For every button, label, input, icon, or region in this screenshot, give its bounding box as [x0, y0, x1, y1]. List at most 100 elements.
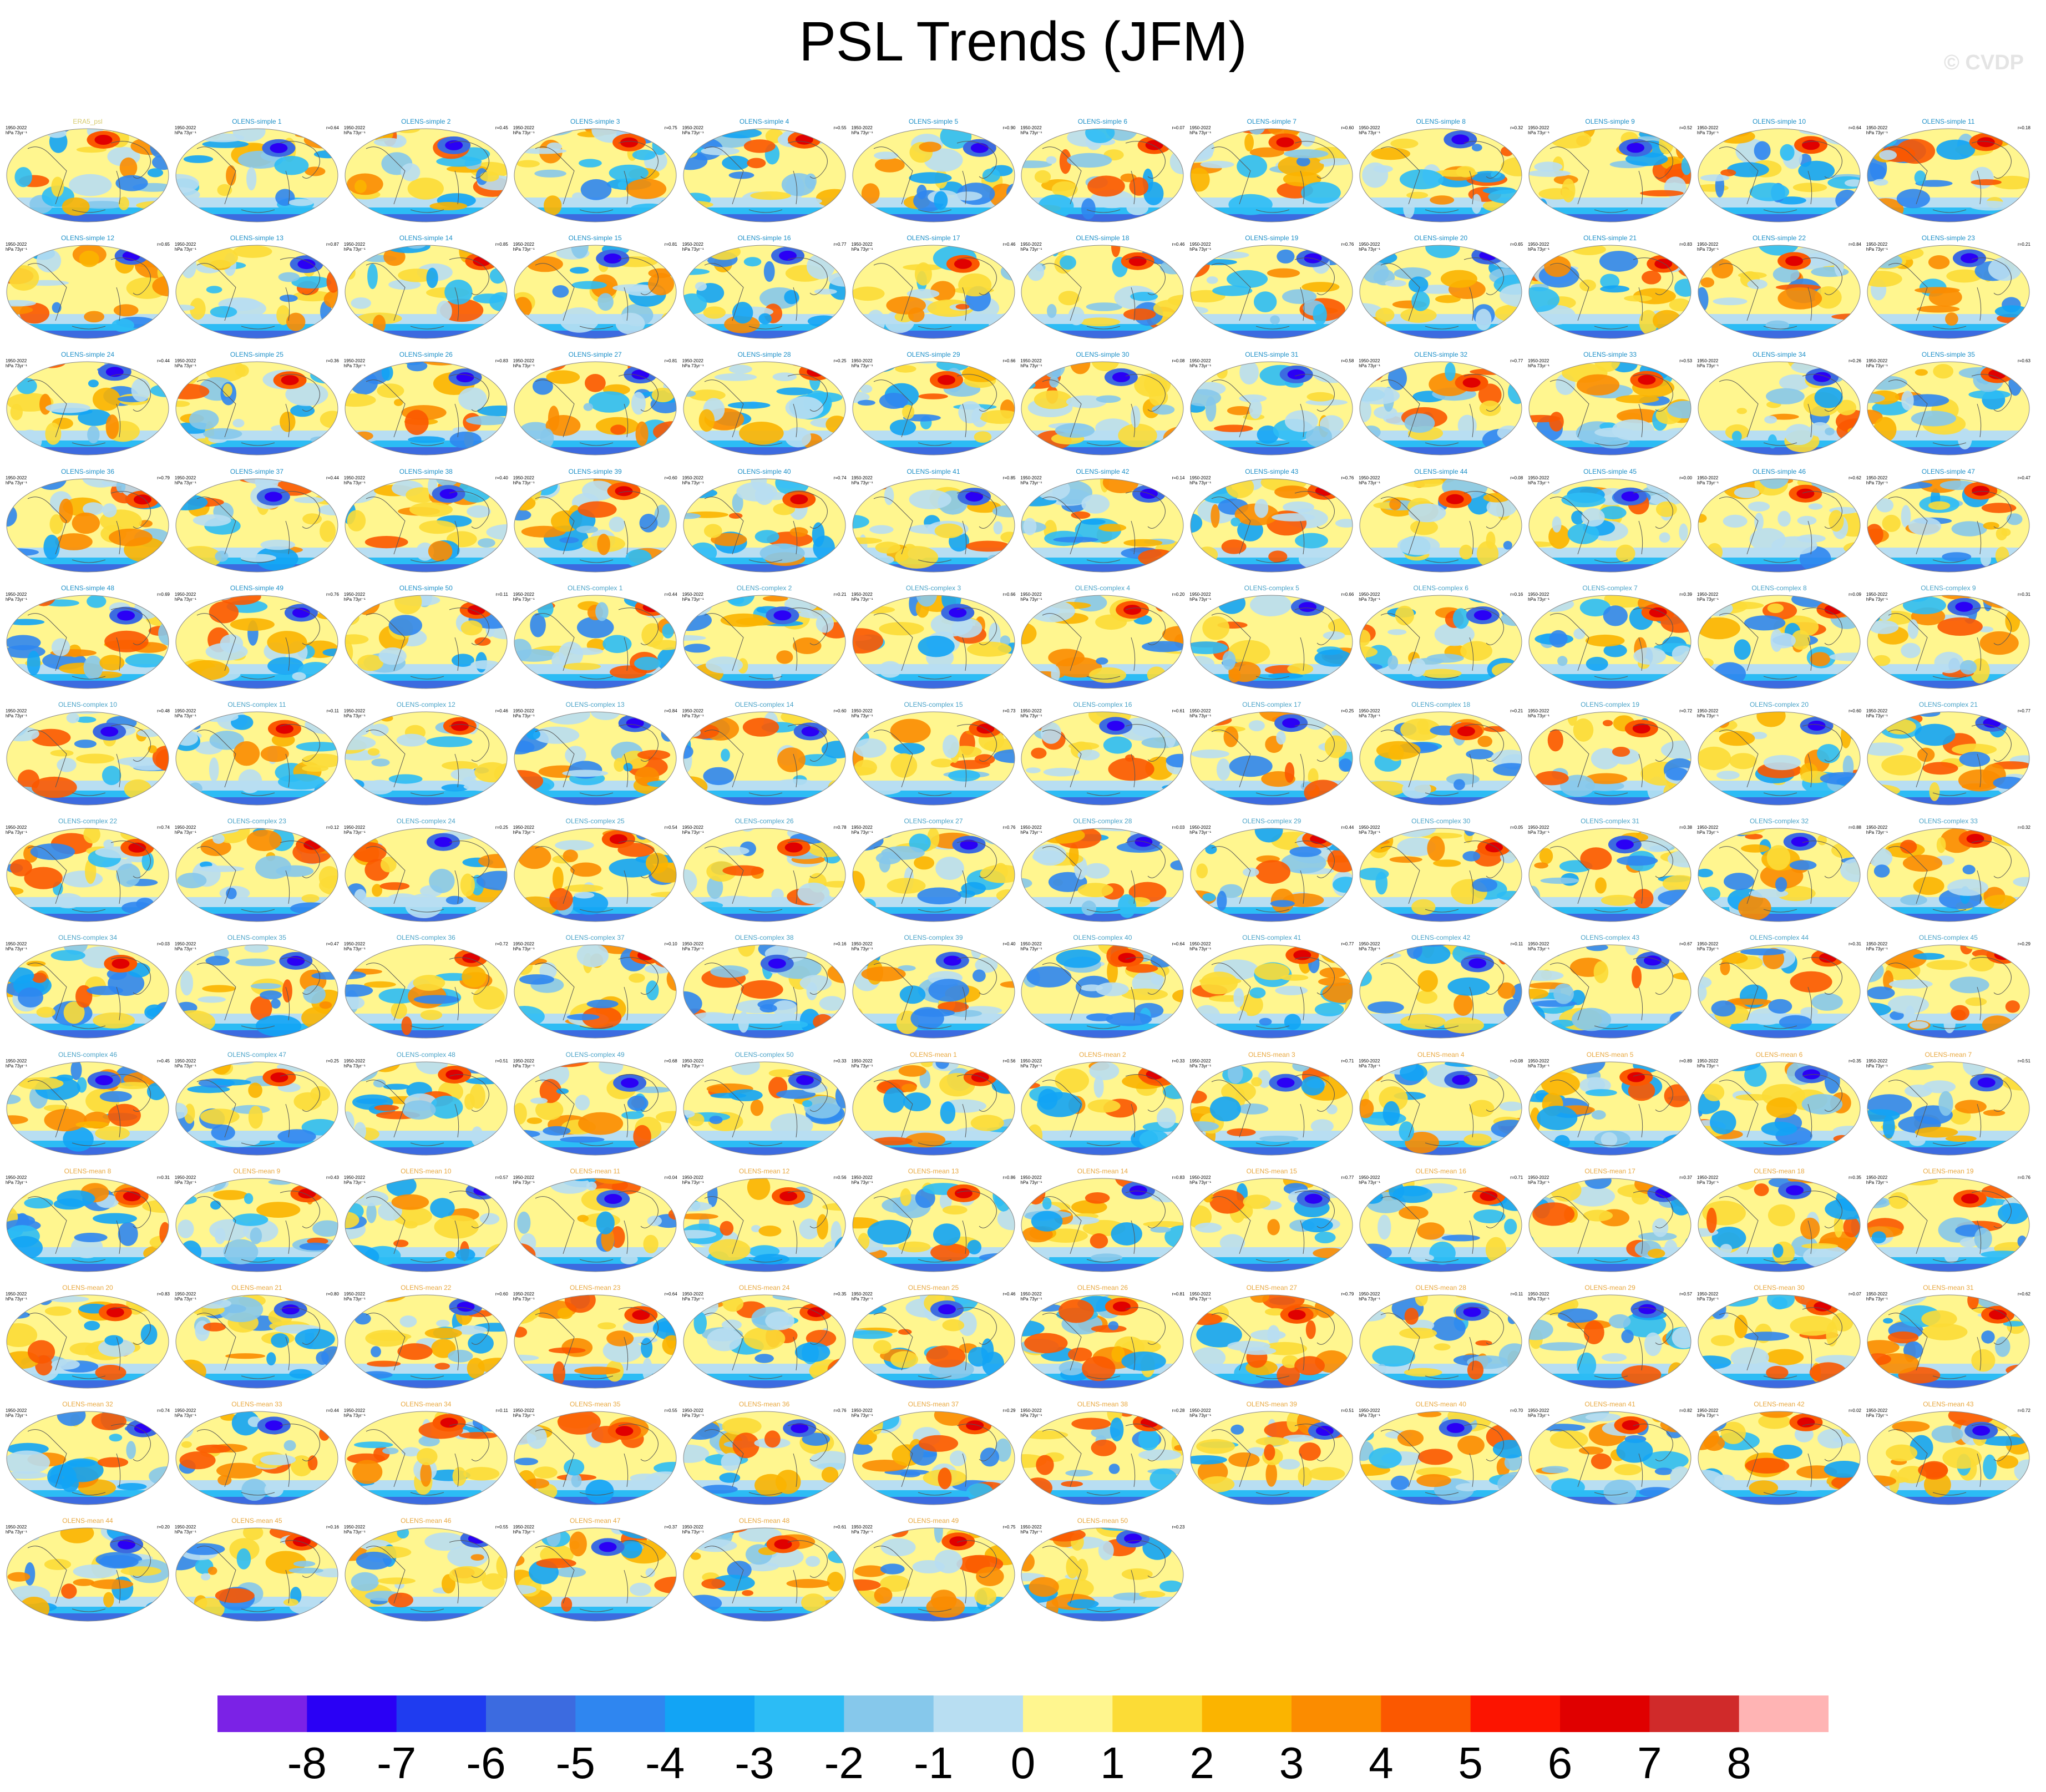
- panel-title: OLENS-mean 11: [570, 1167, 620, 1175]
- panel-title: OLENS-simple 21: [1583, 234, 1637, 242]
- trend-map: [6, 1061, 169, 1156]
- map-panel: OLENS-simple 38 1950-2022 hPa 73yr⁻¹ r=0.4…: [344, 468, 508, 573]
- panel-correlation: r=0.84: [664, 708, 677, 713]
- map-panel: OLENS-complex 50 1950-2022 hPa 73yr⁻¹ r=0.…: [682, 1051, 847, 1156]
- panel-period-label: 1950-2022 hPa 73yr⁻¹: [343, 242, 366, 252]
- panel-title: OLENS-mean 25: [908, 1284, 959, 1292]
- panel-correlation: r=0.85: [495, 242, 508, 247]
- panel-title: OLENS-simple 3: [570, 118, 620, 125]
- map-panel: OLENS-complex 11 1950-2022 hPa 73yr⁻¹ r=0.…: [175, 701, 339, 806]
- panel-correlation: r=0.11: [495, 1408, 508, 1414]
- trend-map: [683, 1527, 846, 1622]
- panel-title: OLENS-mean 8: [64, 1167, 112, 1175]
- panel-period-label: 1950-2022 hPa 73yr⁻¹: [682, 358, 704, 369]
- panel-period-label: 1950-2022 hPa 73yr⁻¹: [174, 1408, 196, 1419]
- colorbar-swatch: [1112, 1695, 1203, 1732]
- panel-period-label: 1950-2022 hPa 73yr⁻¹: [6, 125, 27, 135]
- panel-period-label: 1950-2022 hPa 73yr⁻¹: [6, 941, 27, 952]
- panel-title: OLENS-mean 36: [738, 1400, 790, 1409]
- panel-correlation: r=0.69: [157, 591, 170, 597]
- panel-correlation: r=0.64: [326, 125, 339, 130]
- map-panel: OLENS-complex 5 1950-2022 hPa 73yr⁻¹ r=0.6…: [1189, 584, 1354, 690]
- panel-period-label: 1950-2022 hPa 73yr⁻¹: [1528, 1292, 1549, 1302]
- panel-correlation: r=0.47: [326, 941, 339, 947]
- trend-map: [1190, 711, 1353, 806]
- panel-correlation: r=0.76: [326, 591, 339, 597]
- panel-period-label: 1950-2022 hPa 73yr⁻¹: [1866, 1175, 1888, 1185]
- panel-correlation: r=0.81: [1172, 1292, 1185, 1297]
- panel-title: OLENS-mean 42: [1754, 1400, 1805, 1409]
- panel-correlation: r=0.09: [1849, 591, 1861, 597]
- panel-title: OLENS-complex 40: [1073, 934, 1132, 942]
- panel-period-label: 1950-2022 hPa 73yr⁻¹: [1528, 825, 1549, 836]
- trend-map: [175, 245, 338, 339]
- panel-title: OLENS-complex 27: [904, 817, 963, 826]
- panel-period-label: 1950-2022 hPa 73yr⁻¹: [174, 941, 196, 952]
- panel-title: OLENS-simple 31: [1245, 351, 1299, 359]
- panel-title: OLENS-complex 31: [1581, 817, 1640, 826]
- panel-period-label: 1950-2022 hPa 73yr⁻¹: [6, 591, 27, 602]
- panel-correlation: r=0.39: [1679, 591, 1693, 597]
- map-panel: OLENS-complex 30 1950-2022 hPa 73yr⁻¹ r=0.…: [1359, 817, 1523, 923]
- panel-period-label: 1950-2022 hPa 73yr⁻¹: [1020, 125, 1042, 135]
- trend-map: [345, 828, 508, 922]
- trend-map: [1190, 1061, 1353, 1156]
- panel-period-label: 1950-2022 hPa 73yr⁻¹: [1697, 475, 1719, 485]
- panel-correlation: r=0.37: [1679, 1175, 1693, 1180]
- map-panel: OLENS-complex 41 1950-2022 hPa 73yr⁻¹ r=0.…: [1189, 934, 1354, 1039]
- panel-period-label: 1950-2022 hPa 73yr⁻¹: [6, 1292, 27, 1302]
- panel-correlation: r=0.66: [1002, 591, 1016, 597]
- map-panel: OLENS-mean 19 1950-2022 hPa 73yr⁻¹ r=0.76: [1866, 1167, 2030, 1273]
- panel-period-label: 1950-2022 hPa 73yr⁻¹: [1866, 1058, 1888, 1069]
- panel-correlation: r=0.46: [1002, 1292, 1016, 1297]
- panel-period-label: 1950-2022 hPa 73yr⁻¹: [1866, 591, 1888, 602]
- panel-period-label: 1950-2022 hPa 73yr⁻¹: [682, 941, 704, 952]
- map-panel: OLENS-complex 31 1950-2022 hPa 73yr⁻¹ r=0.…: [1528, 817, 1692, 923]
- map-panel: OLENS-complex 9 1950-2022 hPa 73yr⁻¹ r=0.3…: [1866, 584, 2030, 690]
- panel-correlation: r=0.40: [495, 475, 508, 480]
- panel-period-label: 1950-2022 hPa 73yr⁻¹: [1359, 1058, 1381, 1069]
- trend-map: [1021, 1061, 1184, 1156]
- trend-map: [6, 1527, 169, 1622]
- trend-map: [1867, 361, 2030, 455]
- panel-correlation: r=0.88: [1849, 825, 1861, 831]
- panel-period-label: 1950-2022 hPa 73yr⁻¹: [1528, 1408, 1549, 1419]
- panel-title: OLENS-complex 21: [1918, 701, 1978, 708]
- trend-map: [683, 1411, 846, 1505]
- map-panel: OLENS-mean 25 1950-2022 hPa 73yr⁻¹ r=0.46: [852, 1284, 1016, 1389]
- map-panel: OLENS-simple 39 1950-2022 hPa 73yr⁻¹ r=0.6…: [513, 468, 677, 573]
- panel-correlation: r=0.31: [1849, 941, 1861, 947]
- map-panel: OLENS-complex 38 1950-2022 hPa 73yr⁻¹ r=0.…: [682, 934, 847, 1039]
- trend-map: [1698, 1294, 1861, 1389]
- panel-period-label: 1950-2022 hPa 73yr⁻¹: [1020, 825, 1042, 836]
- map-panel: OLENS-simple 12 1950-2022 hPa 73yr⁻¹ r=0.6…: [6, 234, 170, 340]
- panel-title: OLENS-mean 10: [401, 1167, 452, 1175]
- map-panel: OLENS-mean 21 1950-2022 hPa 73yr⁻¹ r=0.80: [175, 1284, 339, 1389]
- panel-period-label: 1950-2022 hPa 73yr⁻¹: [1866, 358, 1888, 369]
- trend-map: [1698, 828, 1861, 922]
- trend-map: [683, 944, 846, 1039]
- trend-map: [1359, 245, 1522, 339]
- trend-map: [852, 1061, 1015, 1156]
- colorbar-tick-label: 2: [1189, 1738, 1214, 1788]
- panel-correlation: r=0.20: [157, 1525, 170, 1530]
- map-panel: OLENS-simple 34 1950-2022 hPa 73yr⁻¹ r=0.2…: [1697, 351, 1861, 456]
- trend-map: [1528, 595, 1692, 689]
- colorbar-tick-label: 6: [1547, 1738, 1573, 1788]
- trend-map: [1359, 1411, 1522, 1505]
- map-panel: OLENS-complex 46 1950-2022 hPa 73yr⁻¹ r=0.…: [6, 1051, 170, 1156]
- map-panel: OLENS-complex 15 1950-2022 hPa 73yr⁻¹ r=0.…: [852, 701, 1016, 806]
- map-panel: OLENS-simple 24 1950-2022 hPa 73yr⁻¹ r=0.4…: [6, 351, 170, 456]
- panel-title: OLENS-complex 19: [1581, 701, 1640, 708]
- panel-correlation: r=0.86: [1002, 1175, 1016, 1180]
- colorbar-tick-label: -8: [287, 1738, 327, 1788]
- panel-period-label: 1950-2022 hPa 73yr⁻¹: [1359, 242, 1381, 252]
- trend-map: [852, 1411, 1015, 1505]
- panel-correlation: r=0.04: [664, 1175, 677, 1180]
- map-panel: OLENS-complex 42 1950-2022 hPa 73yr⁻¹ r=0.…: [1359, 934, 1523, 1039]
- panel-title: OLENS-simple 10: [1752, 118, 1806, 125]
- trend-map: [6, 944, 169, 1039]
- panel-period-label: 1950-2022 hPa 73yr⁻¹: [6, 708, 27, 718]
- map-panel: OLENS-mean 30 1950-2022 hPa 73yr⁻¹ r=0.07: [1697, 1284, 1861, 1389]
- map-panel: OLENS-mean 12 1950-2022 hPa 73yr⁻¹ r=0.56: [682, 1167, 847, 1273]
